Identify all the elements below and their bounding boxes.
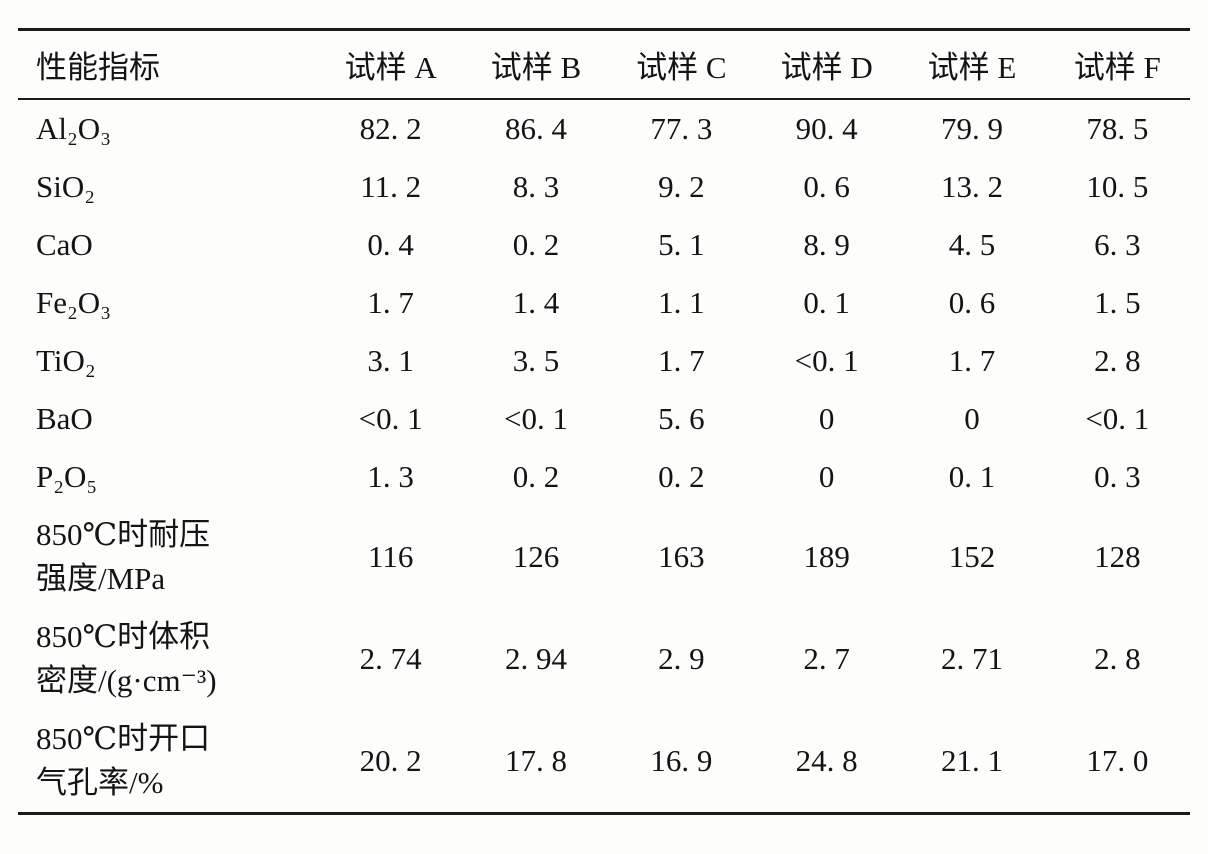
cell: 24. 8 [795,743,858,779]
cell: <0. 1 [504,401,568,437]
cell: 1. 7 [658,343,705,379]
cell: 17. 8 [504,743,567,779]
header-cell-sample-c: 试样 C [608,29,754,100]
cell: 0 [818,459,835,495]
cell: 8. 3 [512,169,560,205]
header-cell-sample-f: 试样 F [1044,29,1190,100]
table-row-compressive-strength: 850℃时耐压 强度/MPa 116 126 163 189 152 128 [18,506,1190,608]
cell: 11. 2 [360,169,422,205]
row-label: 850℃时开口 气孔率/% [36,721,211,801]
table-row-cao: CaO 0. 4 0. 2 5. 1 8. 9 4. 5 6. 3 [18,216,1190,274]
cell: 1. 1 [658,285,705,321]
row-label: SiO₂ [36,169,96,205]
cell: 163 [658,539,705,575]
cell: 21. 1 [940,743,1003,779]
cell: <0. 1 [358,401,423,437]
cell: 0. 4 [367,227,414,263]
table-row-open-porosity: 850℃时开口 气孔率/% 20. 2 17. 8 16. 9 24. 8 21… [18,710,1190,814]
header-cell-sample-e: 试样 E [899,29,1045,100]
cell: 5. 1 [658,227,705,263]
table-row-p2o5: P₂O₅ 1. 3 0. 2 0. 2 0 0. 1 0. 3 [18,448,1190,506]
cell: 2. 9 [658,641,705,677]
cell: 1. 7 [367,285,414,321]
cell: 9. 2 [658,169,705,205]
row-label: CaO [36,227,93,263]
row-label: 850℃时体积 密度/(g·cm⁻³) [36,619,217,699]
table-row-bulk-density: 850℃时体积 密度/(g·cm⁻³) 2. 74 2. 94 2. 9 2. … [18,608,1190,710]
cell: 13. 2 [940,169,1003,205]
header-row: 性能指标 试样 A 试样 B 试样 C 试样 D 试样 E 试样 F [18,29,1190,100]
properties-table: 性能指标 试样 A 试样 B 试样 C 试样 D 试样 E 试样 F Al₂O₃… [18,28,1190,816]
cell: 152 [948,539,996,575]
cell: 5. 6 [658,401,705,437]
header-cell-sample-b: 试样 B [463,29,609,100]
row-label: Fe₂O₃ [36,285,112,321]
cell: 0. 3 [1094,459,1141,495]
cell: 0. 1 [803,285,850,321]
cell: 0 [964,401,980,437]
cell: 4. 5 [948,227,996,263]
cell: 2. 94 [504,641,567,677]
cell: 0. 1 [948,459,996,495]
cell: <0. 1 [1085,401,1150,437]
cell: 0. 2 [658,459,705,495]
row-label: BaO [36,401,93,437]
cell: 2. 74 [359,641,422,677]
cell: 1. 7 [948,343,996,379]
table-row-tio2: TiO₂ 3. 1 3. 5 1. 7 <0. 1 1. 7 2. 8 [18,332,1190,390]
table-row-bao: BaO <0. 1 <0. 1 5. 6 0 0 <0. 1 [18,390,1190,448]
cell: 1. 4 [512,285,560,321]
cell: 0. 6 [948,285,996,321]
cell: 126 [512,539,560,575]
cell: 116 [367,539,414,575]
cell: 77. 3 [650,111,713,146]
row-label: TiO₂ [36,343,96,379]
cell: 79. 9 [940,111,1003,146]
cell: 90. 4 [795,111,858,146]
cell: 16. 9 [650,743,713,779]
cell: 2. 8 [1094,641,1141,677]
cell: 17. 0 [1086,743,1149,779]
table-row-al2o3: Al₂O₃ 82. 2 86. 4 77. 3 90. 4 79. 9 78. … [18,99,1190,158]
cell: 0. 6 [803,169,850,205]
cell: 78. 5 [1086,111,1149,146]
cell: 0 [818,401,835,437]
row-label: Al₂O₃ [36,111,112,146]
cell: 1. 3 [367,459,414,495]
cell: 0. 2 [512,227,560,263]
cell: 1. 5 [1094,285,1141,321]
cell: 8. 9 [803,227,850,263]
row-label: P₂O₅ [36,459,98,495]
cell: <0. 1 [794,343,859,379]
cell: 3. 1 [367,343,414,379]
header-cell-metric: 性能指标 [18,29,318,100]
cell: 189 [803,539,850,575]
cell: 86. 4 [504,111,567,146]
cell: 2. 8 [1094,343,1141,379]
cell: 6. 3 [1094,227,1141,263]
table-row-fe2o3: Fe₂O₃ 1. 7 1. 4 1. 1 0. 1 0. 6 1. 5 [18,274,1190,332]
cell: 3. 5 [512,343,560,379]
cell: 20. 2 [359,743,422,779]
cell: 0. 2 [512,459,560,495]
cell: 128 [1094,539,1141,575]
header-cell-sample-d: 试样 D [753,29,900,100]
row-label: 850℃时耐压 强度/MPa [36,517,211,597]
cell: 2. 7 [803,641,850,677]
cell: 2. 71 [940,641,1003,677]
table-row-sio2: SiO₂ 11. 2 8. 3 9. 2 0. 6 13. 2 10. 5 [18,158,1190,216]
cell: 82. 2 [359,111,422,146]
header-cell-sample-a: 试样 A [318,29,464,100]
cell: 10. 5 [1086,169,1149,205]
